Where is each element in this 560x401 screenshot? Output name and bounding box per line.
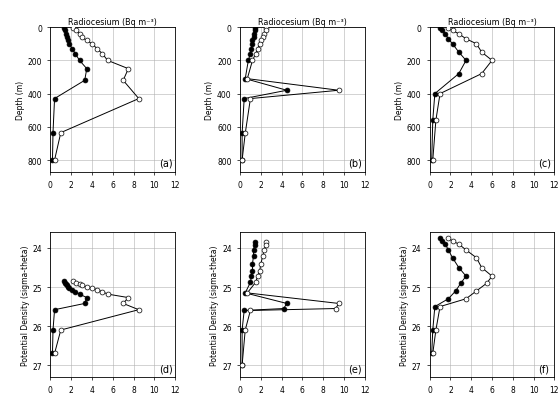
Text: (a): (a) <box>159 158 172 168</box>
Y-axis label: Depth (m): Depth (m) <box>395 81 404 119</box>
Title: Radiocesium (Bq m⁻³): Radiocesium (Bq m⁻³) <box>258 18 347 27</box>
Text: (e): (e) <box>348 363 362 373</box>
Title: Radiocesium (Bq m⁻³): Radiocesium (Bq m⁻³) <box>68 18 157 27</box>
Text: (f): (f) <box>538 363 549 373</box>
Y-axis label: Depth (m): Depth (m) <box>16 81 25 119</box>
Title: Radiocesium (Bq m⁻³): Radiocesium (Bq m⁻³) <box>447 18 536 27</box>
Text: (d): (d) <box>159 363 172 373</box>
Text: (c): (c) <box>538 158 551 168</box>
Y-axis label: Potential Density (sigma-theta): Potential Density (sigma-theta) <box>211 245 220 365</box>
Text: (b): (b) <box>348 158 362 168</box>
Y-axis label: Potential Density (sigma-theta): Potential Density (sigma-theta) <box>400 245 409 365</box>
Y-axis label: Potential Density (sigma-theta): Potential Density (sigma-theta) <box>21 245 30 365</box>
Y-axis label: Depth (m): Depth (m) <box>206 81 214 119</box>
